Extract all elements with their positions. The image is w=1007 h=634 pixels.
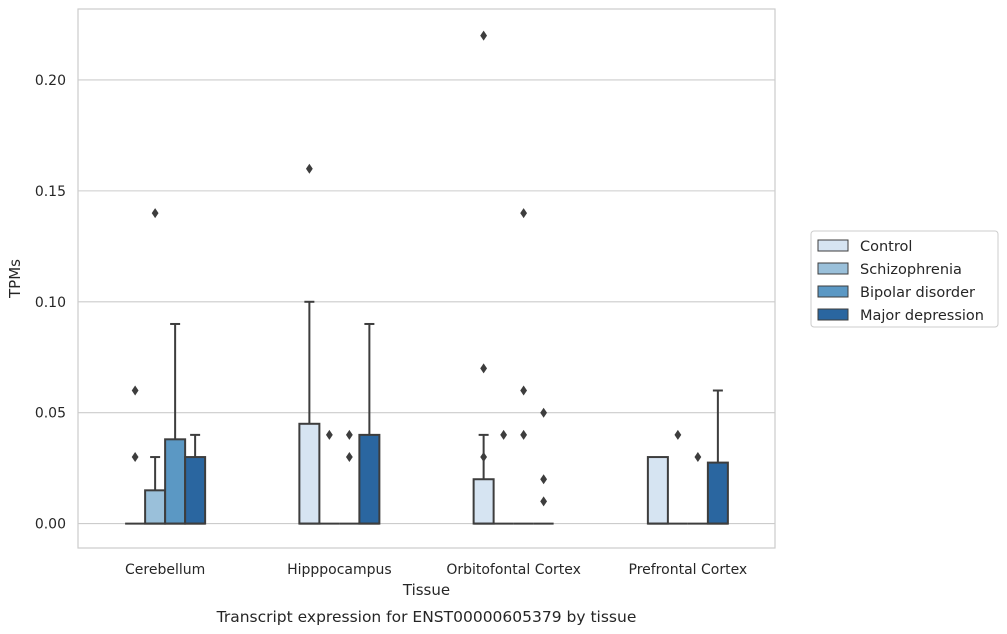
outlier-point (520, 385, 528, 396)
x-axis: Cerebellum Hipppocampus Orbitofontal Corte… (125, 562, 747, 578)
legend-swatch (817, 308, 849, 321)
outlier-point (151, 208, 159, 219)
outlier-point (540, 496, 548, 507)
y-tick-label: 0.15 (35, 184, 66, 200)
outlier-point (520, 429, 528, 440)
box-bipolar-disorder (687, 452, 708, 525)
outlier-point (131, 385, 139, 396)
outlier-point (325, 429, 333, 440)
x-axis-label: Tissue (402, 581, 450, 599)
plot-frame (77, 8, 776, 549)
box-control (472, 30, 495, 525)
box-major-depression (706, 389, 729, 525)
legend-swatch (817, 262, 849, 275)
x-tick-label: Orbitofontal Cortex (446, 562, 581, 578)
box-schizophrenia (144, 208, 167, 525)
box-control (646, 456, 669, 525)
y-axis: 0.00 0.05 0.10 0.15 0.20 (35, 73, 66, 533)
outlier-point (480, 452, 488, 463)
box-body (184, 456, 207, 525)
y-tick-label: 0.10 (35, 295, 66, 311)
box-body (646, 456, 669, 525)
legend-swatch (817, 285, 849, 298)
box-bipolar-disorder (164, 322, 187, 525)
outlier-point (305, 163, 313, 174)
outlier-point (520, 208, 528, 219)
legend-frame (810, 230, 999, 328)
outlier-point (540, 474, 548, 485)
box-body (298, 422, 321, 525)
legend-swatch (817, 239, 849, 252)
legend-entry: Bipolar disorder (860, 285, 975, 301)
outlier-point (131, 452, 139, 463)
box-plot-area (125, 30, 729, 525)
outlier-point (345, 452, 353, 463)
box-schizophrenia (319, 429, 340, 525)
x-tick-label: Prefrontal Cortex (629, 562, 748, 578)
box-control (298, 163, 321, 525)
x-tick-label: Cerebellum (125, 562, 205, 578)
box-body (706, 461, 729, 525)
box-body (358, 433, 381, 525)
box-major-depression (533, 407, 554, 525)
box-control (125, 385, 146, 525)
outlier-point (694, 452, 702, 463)
y-axis-label: TPMs (6, 259, 24, 299)
box-body (472, 478, 495, 525)
box-bipolar-disorder (513, 208, 534, 525)
box-major-depression (184, 433, 207, 525)
legend-entry: Control (860, 239, 912, 255)
legend-entry: Major depression (860, 308, 984, 324)
y-tick-label: 0.00 (35, 517, 66, 533)
box-bipolar-disorder (339, 429, 360, 525)
y-tick-label: 0.20 (35, 73, 66, 89)
outlier-point (540, 407, 548, 418)
y-tick-label: 0.05 (35, 406, 66, 422)
box-schizophrenia (493, 429, 514, 525)
box-major-depression (358, 322, 381, 525)
box-schizophrenia (667, 429, 688, 525)
outlier-point (345, 429, 353, 440)
box-body (144, 489, 167, 525)
x-tick-label: Hipppocampus (287, 562, 392, 578)
legend: Control Schizophrenia Bipolar disorder Majo… (810, 230, 999, 328)
outlier-point (500, 429, 508, 440)
outlier-point (480, 30, 488, 41)
outlier-point (674, 429, 682, 440)
chart-caption: Transcript expression for ENST0000060537… (216, 608, 637, 626)
box-body (164, 438, 187, 525)
outlier-point (480, 363, 488, 374)
legend-entry: Schizophrenia (860, 262, 962, 278)
